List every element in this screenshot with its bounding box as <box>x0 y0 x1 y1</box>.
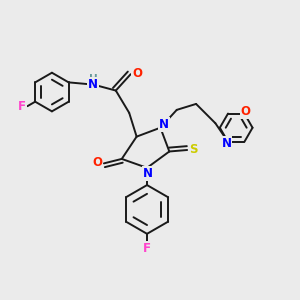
Text: O: O <box>132 67 142 80</box>
Text: H: H <box>89 74 98 84</box>
Text: F: F <box>18 100 26 113</box>
Text: N: N <box>142 167 153 180</box>
Text: N: N <box>88 77 98 91</box>
Text: F: F <box>143 242 151 255</box>
Text: S: S <box>189 142 198 156</box>
Text: O: O <box>241 105 251 118</box>
Text: O: O <box>92 156 102 169</box>
Text: N: N <box>159 118 169 131</box>
Text: N: N <box>221 137 232 150</box>
